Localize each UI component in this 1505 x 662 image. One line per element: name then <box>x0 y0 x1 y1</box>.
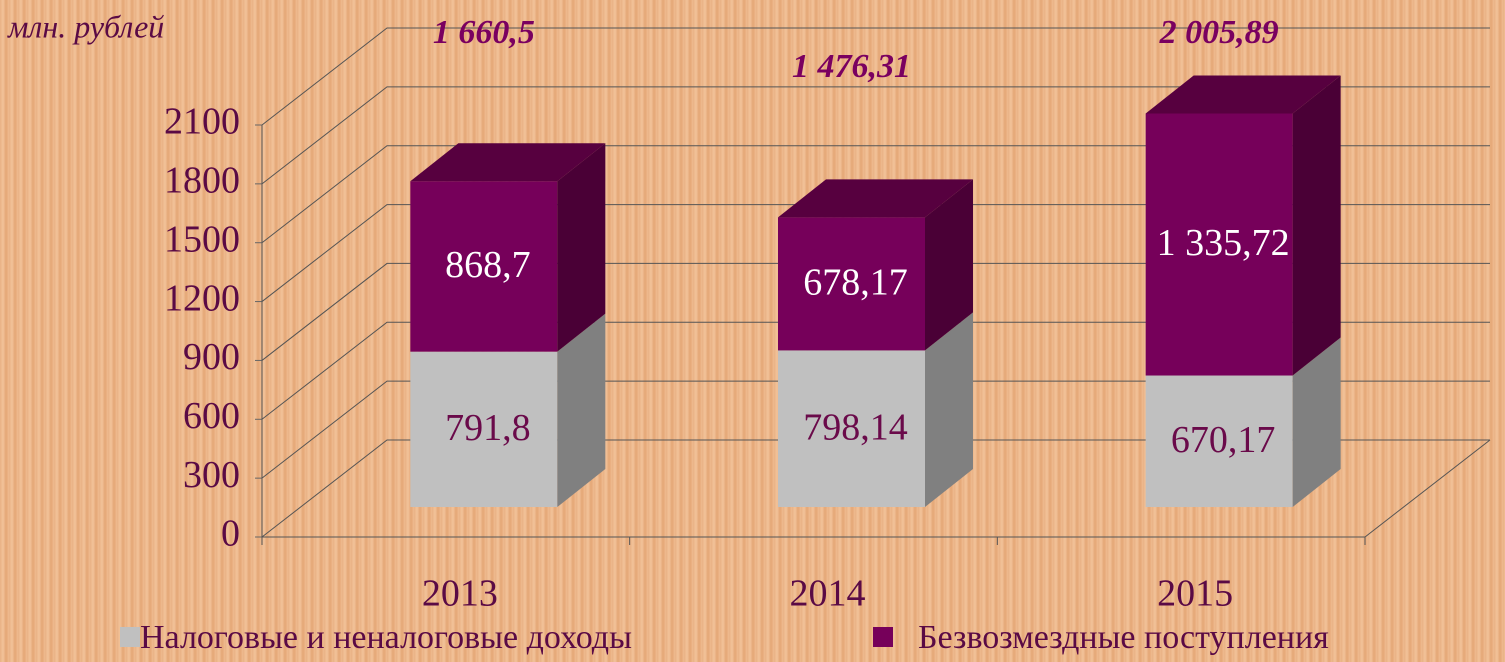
y-tick-label: 2100 <box>164 101 240 143</box>
total-label: 2 005,89 <box>1159 14 1279 51</box>
x-tick-label: 2015 <box>1157 573 1233 615</box>
y-tick-label: 1200 <box>164 277 240 319</box>
bar-top <box>778 179 973 218</box>
bar-side <box>925 179 973 351</box>
bar-side <box>557 313 606 507</box>
value-label: 798,14 <box>803 406 908 448</box>
value-label: 868,7 <box>445 244 531 286</box>
y-tick-label: 300 <box>183 454 240 496</box>
grid-line <box>261 204 1490 302</box>
grid-line <box>261 262 1490 361</box>
axis-label: млн. рублей <box>7 8 164 44</box>
bar-segment <box>778 350 925 507</box>
total-label: 1 660,5 <box>433 14 535 51</box>
total-label: 1 476,31 <box>792 48 911 85</box>
value-label: 791,8 <box>445 407 531 449</box>
legend-label: Налоговые и неналоговые доходы <box>140 619 632 656</box>
y-tick-label: 1500 <box>164 218 240 260</box>
grid-line <box>261 86 1490 185</box>
value-label: 678,17 <box>803 262 908 304</box>
value-label: 1 335,72 <box>1157 222 1290 264</box>
bar-side <box>1292 75 1341 376</box>
y-tick-label: 0 <box>221 513 240 555</box>
legend-swatch <box>873 627 893 647</box>
bar-segment <box>410 351 558 507</box>
bar-segment <box>1145 113 1293 376</box>
bar-side <box>925 312 973 507</box>
bar-segment <box>778 217 925 351</box>
y-tick-label: 900 <box>183 336 240 378</box>
grid-line <box>261 145 1490 244</box>
x-tick-label: 2014 <box>790 573 866 615</box>
grid-line <box>261 439 1490 538</box>
bar-segment <box>1145 375 1293 507</box>
grid-line <box>261 321 1490 420</box>
grid-line <box>261 27 1490 126</box>
bar-top <box>410 143 606 182</box>
legend-swatch <box>120 627 140 647</box>
value-label: 670,17 <box>1171 419 1276 461</box>
y-tick-label: 1800 <box>164 160 240 202</box>
legend-label: Безвозмездные поступления <box>918 619 1329 656</box>
x-tick-label: 2013 <box>422 573 498 615</box>
bar-side <box>557 143 606 352</box>
bar-top <box>1145 75 1341 114</box>
bar-segment <box>410 181 558 352</box>
bar-side <box>1292 337 1341 507</box>
y-tick-label: 600 <box>183 395 240 437</box>
grid-line <box>261 380 1490 479</box>
